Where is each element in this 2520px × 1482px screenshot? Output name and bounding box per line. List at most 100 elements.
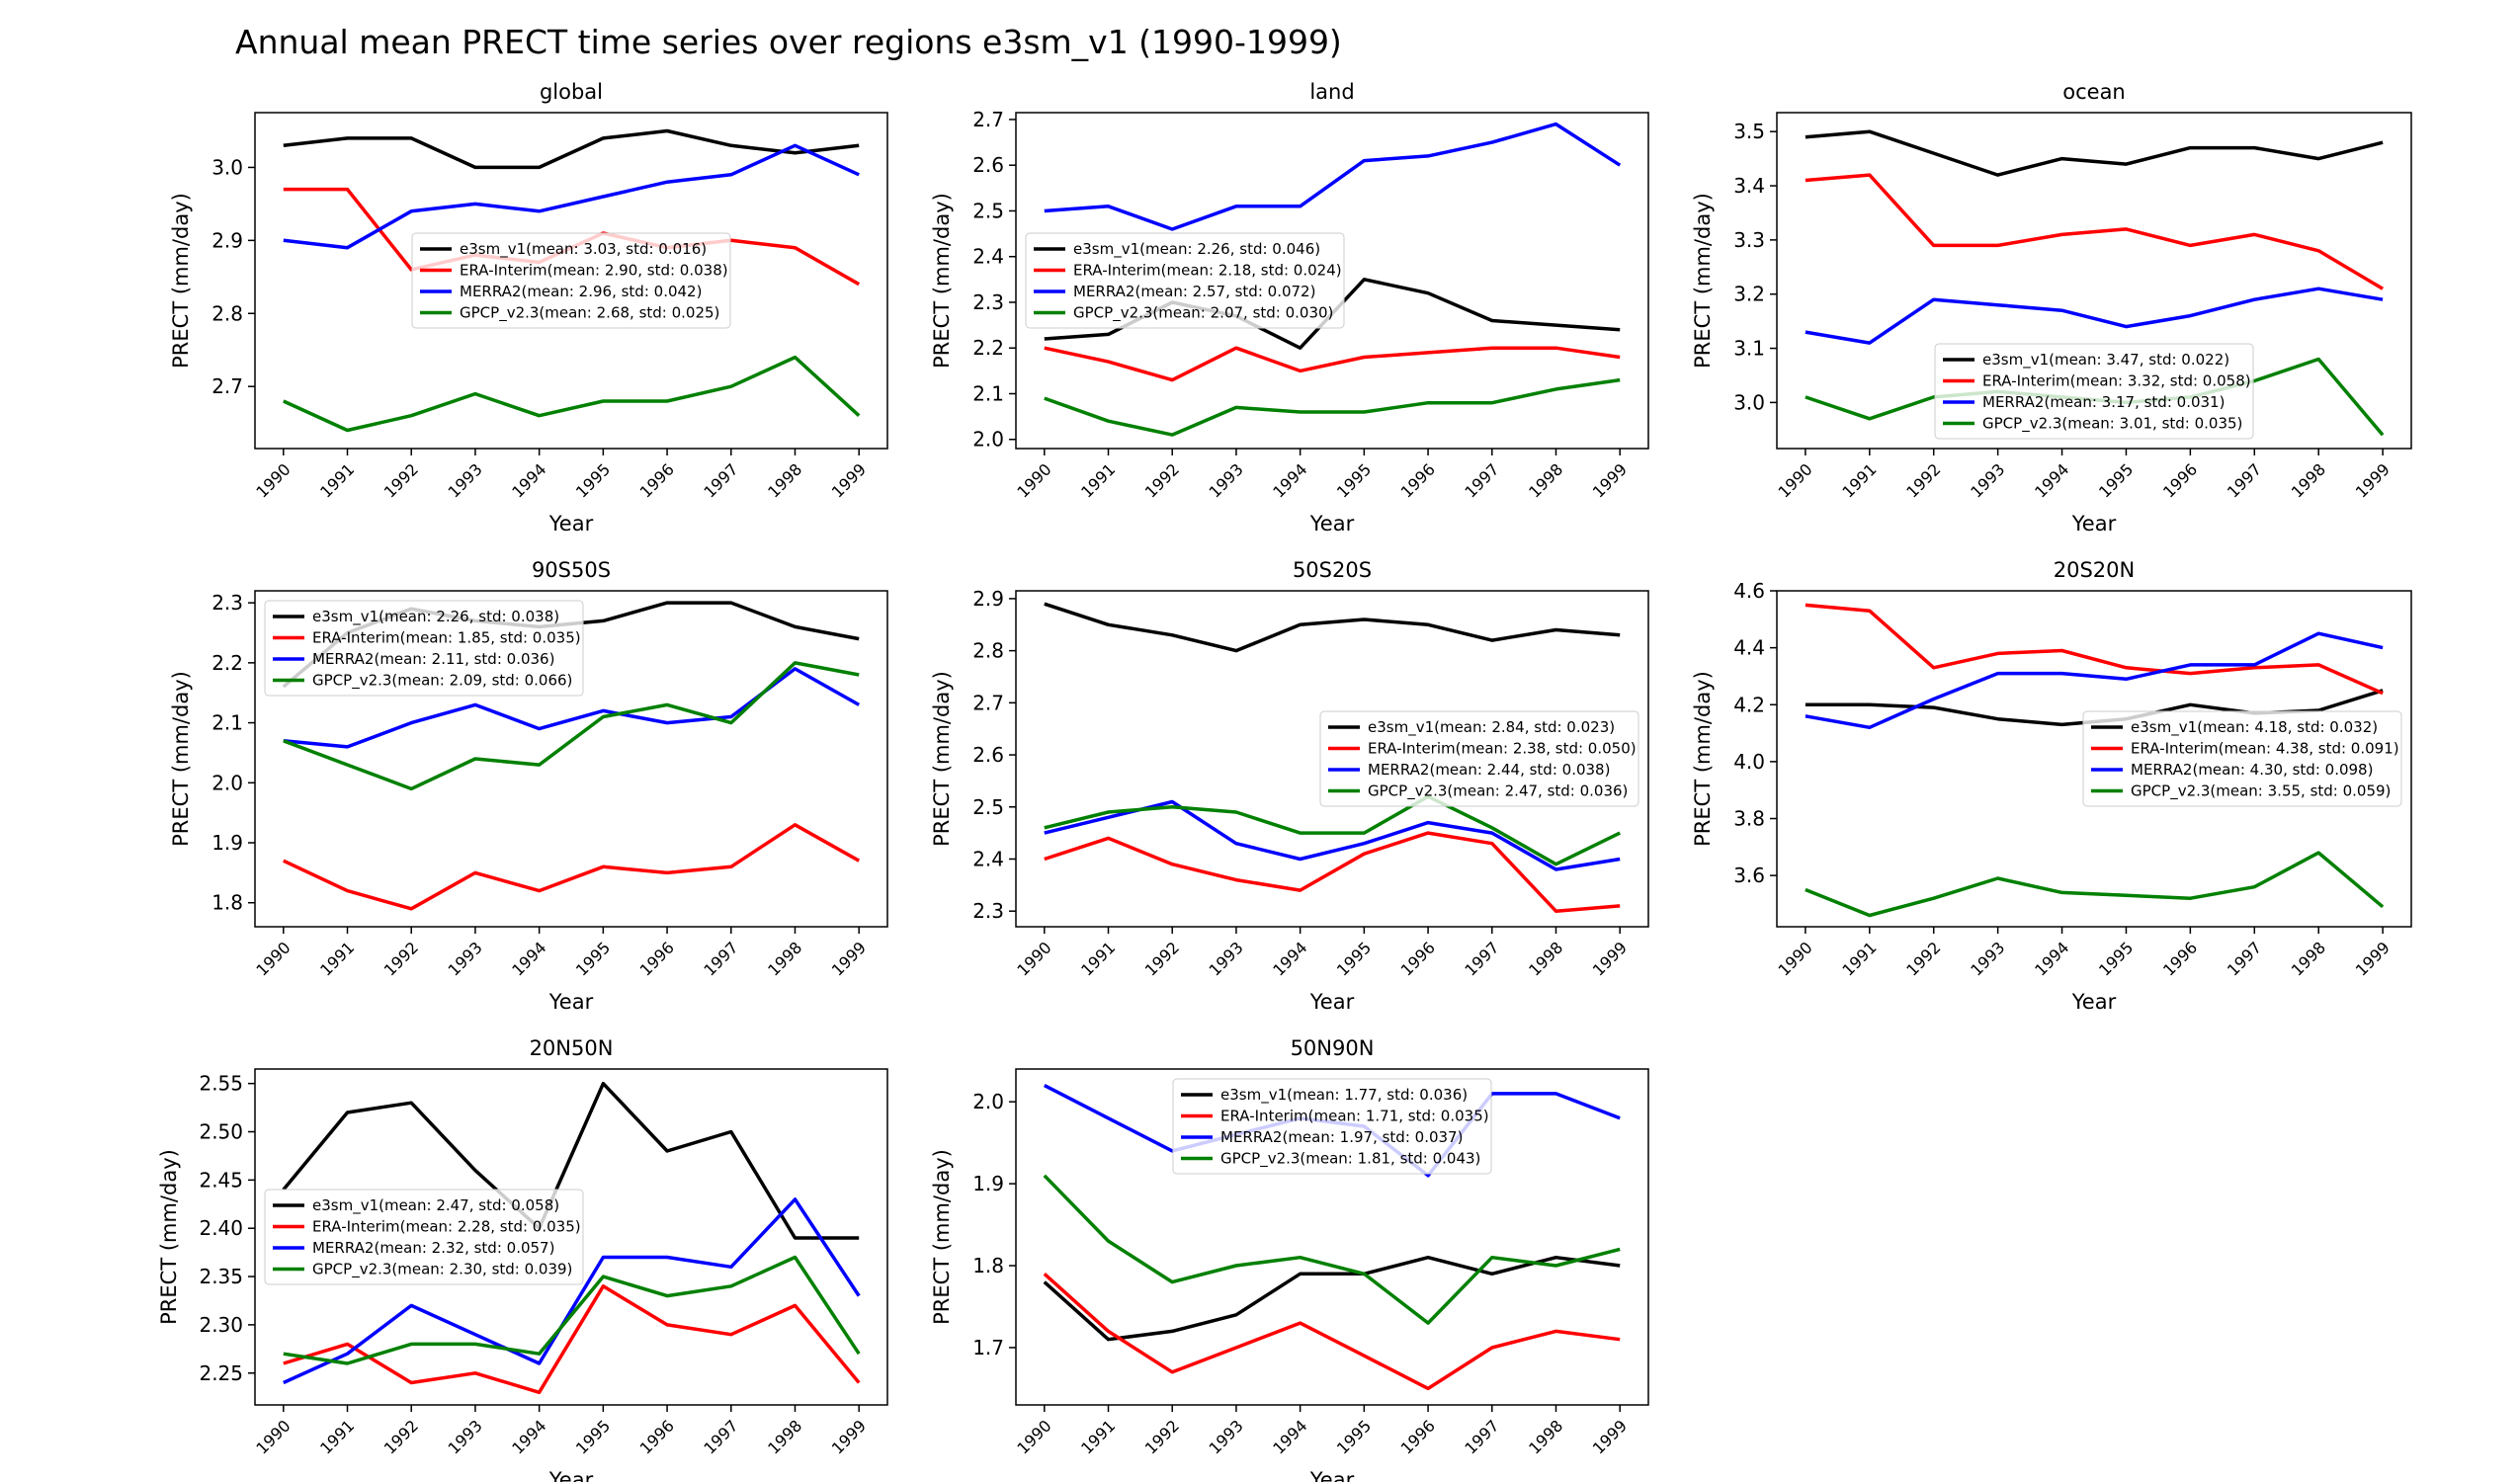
- x-tick-label: 1992: [380, 1416, 422, 1457]
- series-line-GPCP_v2.3: [1044, 794, 1621, 866]
- x-axis-label: Year: [548, 1468, 594, 1482]
- series-line-GPCP_v2.3: [1805, 851, 2385, 918]
- legend: e3sm_v1(mean: 2.84, std: 0.023) ERA-Inter…: [1319, 710, 1639, 807]
- x-tick-label: 1990: [1774, 938, 1815, 979]
- y-tick-label: 2.0: [211, 771, 243, 794]
- panel-title: land: [1309, 80, 1354, 104]
- x-axis-label: Year: [1309, 990, 1355, 1014]
- legend-box: [1319, 710, 1639, 807]
- legend-entry: ERA-Interim(mean: 2.90, std: 0.038): [460, 262, 728, 280]
- axes-frame: [254, 112, 888, 450]
- x-tick-label: 1993: [1967, 459, 2008, 501]
- x-tick-label: 1998: [764, 938, 805, 979]
- y-tick-label: 4.4: [1733, 636, 1765, 660]
- x-axis-label: Year: [1309, 1468, 1355, 1482]
- legend: e3sm_v1(mean: 3.03, std: 0.016) ERA-Inter…: [411, 232, 731, 329]
- y-tick-label: 3.6: [1733, 864, 1765, 887]
- y-tick-label: 2.3: [211, 591, 243, 615]
- legend-entry: MERRA2(mean: 2.11, std: 0.036): [312, 650, 554, 668]
- legend-entry: ERA-Interim(mean: 3.32, std: 0.058): [1982, 372, 2251, 390]
- x-tick-label: 1998: [2288, 938, 2329, 979]
- panel-ocean: ocean 3.0 3.1 3.2 3.3 3.4 3.5 1990 1991 1992 1993 1…: [1691, 80, 2412, 535]
- legend-entry: MERRA2(mean: 2.44, std: 0.038): [1368, 761, 1610, 779]
- x-tick-label: 1996: [2159, 938, 2201, 979]
- y-tick-label: 2.2: [211, 651, 243, 675]
- series-line-ERA-Interim: [283, 1284, 861, 1395]
- legend-entry: GPCP_v2.3(mean: 2.07, std: 0.030): [1073, 304, 1333, 323]
- y-axis-label: PRECT (mm/day): [930, 671, 954, 847]
- x-tick-label: 1996: [636, 1416, 678, 1457]
- panel-title: 50N90N: [1291, 1036, 1375, 1060]
- panel-50N90N: 50N90N 1.7 1.8 1.9 2.0 1990 1991 1992 1993 1994 19…: [930, 1036, 1649, 1482]
- x-tick-label: 1998: [764, 459, 805, 501]
- panel-title: 90S50S: [532, 558, 611, 582]
- legend-entry: ERA-Interim(mean: 2.38, std: 0.050): [1368, 740, 1637, 758]
- y-tick-label: 2.1: [211, 711, 243, 735]
- series-line-GPCP_v2.3: [283, 355, 861, 433]
- series-line-ERA-Interim: [1044, 346, 1621, 382]
- legend-entry: ERA-Interim(mean: 2.28, std: 0.035): [312, 1218, 581, 1236]
- legend-entry: GPCP_v2.3(mean: 3.55, std: 0.059): [2131, 782, 2391, 801]
- y-tick-label: 2.4: [972, 847, 1004, 870]
- y-tick-label: 2.35: [199, 1265, 243, 1288]
- axes-frame: [1015, 112, 1649, 450]
- x-tick-label: 1996: [1397, 938, 1439, 979]
- series-line-e3sm_v1: [283, 128, 860, 170]
- x-tick-label: 1991: [1838, 459, 1880, 501]
- x-tick-label: 1994: [508, 1416, 549, 1457]
- x-tick-label: 1999: [828, 459, 870, 501]
- x-tick-label: 1994: [508, 938, 549, 979]
- series-line-ERA-Interim: [1044, 831, 1621, 913]
- x-tick-label: 1995: [572, 938, 614, 979]
- panel-title: ocean: [2062, 80, 2126, 104]
- x-tick-label: 1992: [1902, 459, 1944, 501]
- legend-entry: GPCP_v2.3(mean: 1.81, std: 0.043): [1220, 1150, 1480, 1169]
- y-tick-label: 3.8: [1733, 807, 1765, 831]
- x-tick-label: 1994: [1269, 938, 1310, 979]
- y-axis-label: PRECT (mm/day): [1691, 671, 1715, 847]
- y-tick-label: 2.1: [972, 381, 1004, 405]
- legend-entry: GPCP_v2.3(mean: 3.01, std: 0.035): [1982, 415, 2242, 434]
- legend-box: [411, 232, 731, 329]
- legend-entry: GPCP_v2.3(mean: 2.47, std: 0.036): [1368, 782, 1628, 801]
- panel-20N50N: 20N50N 2.25 2.30 2.35 2.40 2.45 2.50 2.55 1990 19…: [157, 1036, 888, 1482]
- x-tick-label: 1990: [1013, 459, 1054, 501]
- series-line-e3sm_v1: [1044, 602, 1621, 653]
- figure-title: Annual mean PRECT time series over regio…: [235, 23, 1342, 61]
- x-tick-label: 1999: [2352, 938, 2394, 979]
- x-tick-label: 1996: [636, 938, 678, 979]
- x-tick-label: 1994: [508, 459, 549, 501]
- x-tick-label: 1991: [1077, 938, 1119, 979]
- x-tick-label: 1999: [828, 938, 870, 979]
- x-tick-label: 1992: [1141, 938, 1183, 979]
- y-tick-label: 3.4: [1733, 174, 1765, 198]
- y-axis-label: PRECT (mm/day): [157, 1149, 181, 1325]
- x-tick-label: 1999: [2352, 459, 2394, 501]
- y-tick-label: 2.5: [972, 199, 1004, 222]
- series-line-MERRA2: [1805, 631, 2384, 730]
- y-tick-label: 1.9: [972, 1172, 1004, 1195]
- y-tick-label: 2.6: [972, 153, 1004, 177]
- legend: e3sm_v1(mean: 2.26, std: 0.046) ERA-Inter…: [1025, 232, 1345, 329]
- y-tick-label: 2.3: [972, 290, 1004, 314]
- y-tick-label: 2.2: [972, 336, 1004, 360]
- y-tick-label: 2.8: [211, 301, 243, 325]
- y-axis-label: PRECT (mm/day): [1691, 193, 1715, 369]
- y-tick-label: 2.8: [972, 639, 1004, 663]
- x-tick-label: 1997: [2224, 938, 2265, 979]
- series-line-ERA-Interim: [1805, 603, 2384, 696]
- x-tick-label: 1990: [252, 938, 294, 979]
- legend-entry: MERRA2(mean: 2.96, std: 0.042): [460, 283, 702, 300]
- legend-entry: e3sm_v1(mean: 2.26, std: 0.046): [1073, 240, 1320, 259]
- legend-entry: ERA-Interim(mean: 2.18, std: 0.024): [1073, 262, 1342, 280]
- series-line-MERRA2: [1044, 122, 1622, 231]
- x-tick-label: 1990: [252, 459, 294, 501]
- y-axis-label: PRECT (mm/day): [169, 671, 193, 847]
- x-tick-label: 1997: [700, 1416, 741, 1457]
- x-tick-label: 1993: [445, 459, 486, 501]
- x-tick-label: 1995: [1333, 1416, 1375, 1457]
- x-axis-label: Year: [548, 512, 594, 535]
- x-tick-label: 1995: [572, 1416, 614, 1457]
- series-line-e3sm_v1: [1043, 1255, 1621, 1342]
